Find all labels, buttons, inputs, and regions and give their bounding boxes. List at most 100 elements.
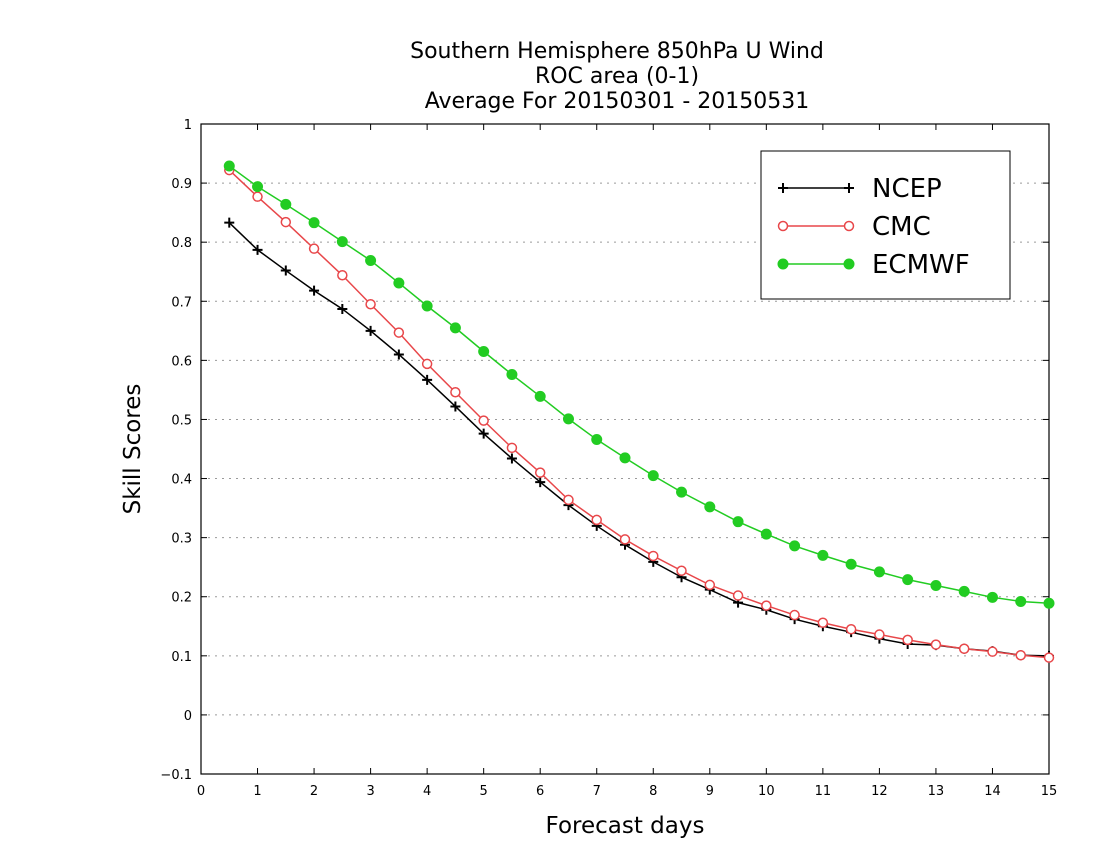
point-cmc — [676, 565, 687, 576]
point-cmc — [421, 358, 433, 370]
point-cmc — [337, 270, 348, 281]
y-tick-label: 0.1 — [171, 650, 192, 665]
x-tick-label: 14 — [984, 784, 1001, 799]
legend-marker-ncep — [778, 183, 788, 193]
x-tick-label: 0 — [197, 784, 205, 799]
point-cmc — [450, 387, 461, 398]
point-ecmwf — [280, 198, 292, 210]
point-cmc — [987, 646, 998, 657]
x-tick-label: 10 — [758, 784, 775, 799]
point-ncep — [309, 285, 320, 296]
point-ecmwf — [223, 160, 235, 172]
point-ecmwf — [252, 181, 264, 193]
point-cmc — [563, 494, 574, 506]
chart-title-line-1: Southern Hemisphere 850hPa U Wind — [410, 39, 824, 64]
x-tick-label: 6 — [536, 784, 544, 799]
point-cmc — [704, 579, 716, 591]
point-ecmwf — [732, 516, 744, 528]
y-tick-label: 0.4 — [171, 473, 192, 488]
x-tick-label: 8 — [649, 784, 657, 799]
legend-marker-cmc — [777, 220, 789, 232]
legend-marker-ecmwf — [843, 258, 855, 270]
y-tick-label: −0.1 — [160, 768, 192, 783]
point-cmc — [1043, 652, 1055, 663]
point-ncep — [280, 265, 291, 276]
series-ecmwf — [223, 160, 1055, 609]
point-ecmwf — [421, 300, 433, 312]
point-cmc — [874, 629, 885, 640]
point-ecmwf — [647, 470, 659, 482]
point-cmc — [732, 590, 744, 601]
legend-marker-ncep — [844, 183, 854, 193]
point-cmc — [761, 600, 772, 611]
y-tick-label: 0.9 — [171, 177, 192, 192]
point-ecmwf — [591, 434, 603, 446]
point-cmc — [817, 617, 829, 628]
point-cmc — [534, 467, 546, 478]
point-ecmwf — [817, 549, 829, 561]
point-cmc — [478, 415, 489, 426]
x-tick-label: 13 — [928, 784, 945, 799]
legend-label-ncep: NCEP — [872, 174, 942, 204]
point-ecmwf — [393, 277, 405, 289]
x-tick-label: 1 — [253, 784, 261, 799]
point-ncep — [506, 453, 517, 464]
legend-label-ecmwf: ECMWF — [872, 250, 970, 280]
plot-area-frame — [200, 123, 1050, 775]
x-tick-label: 2 — [310, 784, 318, 799]
y-axis-label: Skill Scores — [120, 384, 146, 515]
point-ecmwf — [562, 413, 574, 425]
point-ecmwf — [930, 580, 942, 591]
y-tick-label: 0 — [184, 709, 192, 724]
point-cmc — [958, 643, 970, 654]
point-ecmwf — [449, 322, 461, 334]
point-ncep — [535, 477, 546, 488]
point-ncep — [422, 374, 433, 385]
point-ecmwf — [308, 217, 320, 229]
point-ecmwf — [902, 574, 914, 586]
y-tick-label: 0.6 — [171, 354, 192, 369]
point-ecmwf — [760, 528, 772, 540]
point-cmc — [902, 634, 913, 646]
y-tick-label: 0.7 — [171, 295, 192, 310]
y-tick-label: 0.5 — [171, 413, 192, 428]
point-ecmwf — [336, 236, 348, 248]
legend-label-cmc: CMC — [872, 212, 931, 242]
point-ecmwf — [478, 346, 490, 357]
point-ecmwf — [365, 255, 377, 266]
chart-title: Southern Hemisphere 850hPa U Wind ROC ar… — [410, 39, 824, 114]
point-cmc — [365, 298, 376, 310]
series-cmc — [224, 164, 1055, 663]
x-axis: 0 1 2 3 4 5 6 7 8 9 10 11 12 13 14 15 — [197, 124, 1057, 799]
point-cmc — [845, 623, 857, 635]
x-tick-label: 7 — [593, 784, 601, 799]
point-ncep — [478, 428, 489, 439]
legend: NCEP CMC ECMWF — [760, 150, 1011, 300]
series-lines — [223, 160, 1055, 663]
point-cmc — [1015, 649, 1026, 661]
grid-lines — [201, 182, 1049, 716]
point-ncep — [393, 349, 404, 360]
point-ncep — [337, 303, 348, 314]
point-ecmwf — [704, 501, 716, 513]
x-tick-label: 12 — [871, 784, 888, 799]
point-ecmwf — [873, 566, 885, 578]
y-axis: −0.1 0 0.1 0.2 0.3 0.4 0.5 0.6 0.7 0.8 0.9 1 — [160, 118, 1049, 783]
point-ecmwf — [986, 591, 998, 603]
legend-box — [760, 150, 1011, 300]
point-ecmwf — [1043, 597, 1055, 609]
x-tick-label: 11 — [815, 784, 832, 799]
x-tick-label: 5 — [480, 784, 488, 799]
legend-marker-ecmwf — [777, 258, 789, 270]
x-tick-label: 4 — [423, 784, 431, 799]
point-ecmwf — [958, 585, 970, 597]
point-ncep — [252, 244, 263, 255]
point-ncep — [450, 401, 461, 412]
point-cmc — [308, 243, 320, 254]
chart-title-line-2: ROC area (0-1) — [535, 64, 699, 89]
point-cmc — [393, 327, 405, 338]
point-cmc — [280, 216, 292, 228]
x-axis-label: Forecast days — [546, 813, 705, 839]
y-tick-label: 0.2 — [171, 591, 192, 606]
